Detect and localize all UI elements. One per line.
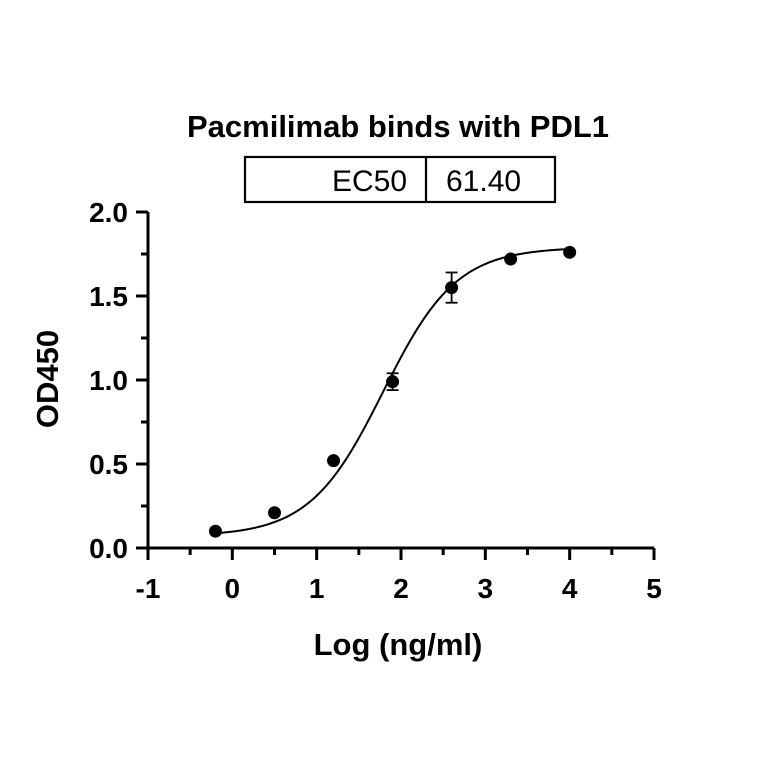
x-tick-label: -1 [136,573,161,604]
ec50-table-border [243,155,557,204]
data-point [504,252,518,266]
data-point [445,281,459,295]
x-tick-label: 4 [562,573,578,604]
y-tick-label: 1.5 [89,281,128,312]
ec50-value: 61.40 [446,165,521,198]
ec50-table: EC50 61.40 [243,155,557,204]
x-tick-label: 0 [225,573,241,604]
data-point [386,375,400,389]
y-tick-label: 1.0 [89,365,128,396]
data-point [208,524,222,538]
data-point [563,245,577,259]
plot-area [208,245,577,538]
x-tick-label: 5 [646,573,662,604]
x-axis-label: Log (ng/ml) [314,627,483,662]
fit-curve [215,248,570,535]
y-tick-label: 0.5 [89,449,128,480]
x-tick-label: 2 [393,573,409,604]
chart-title: Pacmilimab binds with PDL1 [187,109,609,144]
x-tick-label: 1 [309,573,325,604]
ec50-label: EC50 [332,165,407,198]
axes: 0.0 0.5 1.0 1.5 2.0 -1 0 1 2 3 4 5 [89,197,662,604]
y-tick-label: 0.0 [89,533,128,564]
data-point [268,506,281,520]
x-tick-label: 3 [478,573,494,604]
data-point [327,454,341,468]
y-axis-label: OD450 [30,330,65,428]
y-tick-label: 2.0 [89,197,128,228]
